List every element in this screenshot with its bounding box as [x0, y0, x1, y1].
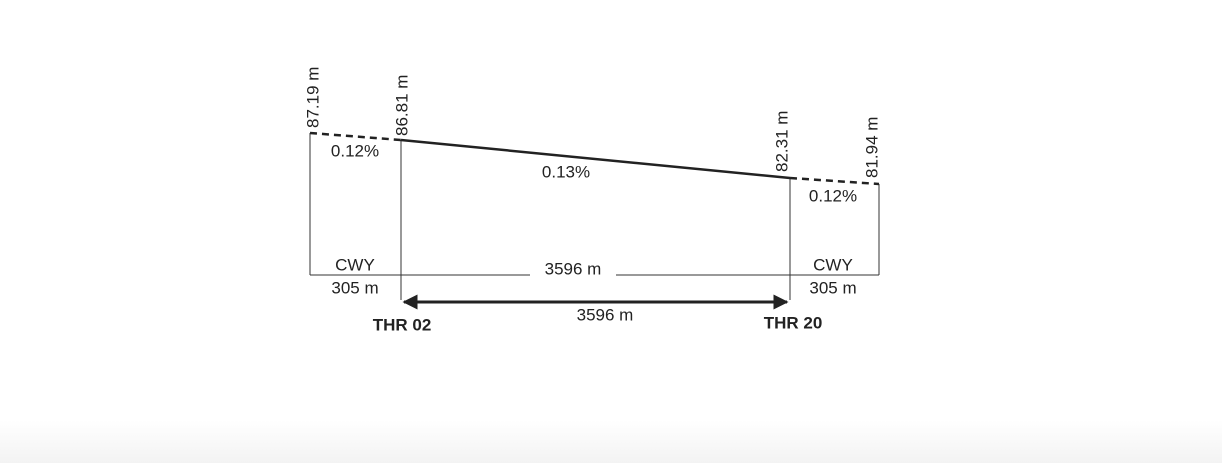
label-gap: [530, 262, 616, 284]
elevation-label: 86.81 m: [392, 75, 411, 136]
background-fade: [0, 420, 1222, 463]
cwy-slope-line: [309, 131, 402, 142]
threshold-label: THR 20: [764, 313, 823, 332]
elevation-label: 87.19 m: [303, 67, 322, 128]
cwy-slope-line: [789, 176, 880, 186]
elevation-label: 82.31 m: [772, 111, 791, 172]
arrow-length: 3596 m: [577, 305, 634, 324]
cwy-length: 305 m: [331, 278, 378, 297]
slope-label: 0.12%: [809, 186, 857, 205]
runway-slope-line: [400, 138, 791, 180]
elevation-label: 81.94 m: [862, 117, 881, 178]
cwy-label: CWY: [813, 255, 853, 274]
slope-label: 0.13%: [542, 162, 590, 181]
runway-length: 3596 m: [545, 259, 602, 278]
slope-label: 0.12%: [331, 141, 379, 160]
cwy-label: CWY: [335, 255, 375, 274]
threshold-label: THR 02: [373, 315, 432, 334]
cwy-length: 305 m: [809, 278, 856, 297]
